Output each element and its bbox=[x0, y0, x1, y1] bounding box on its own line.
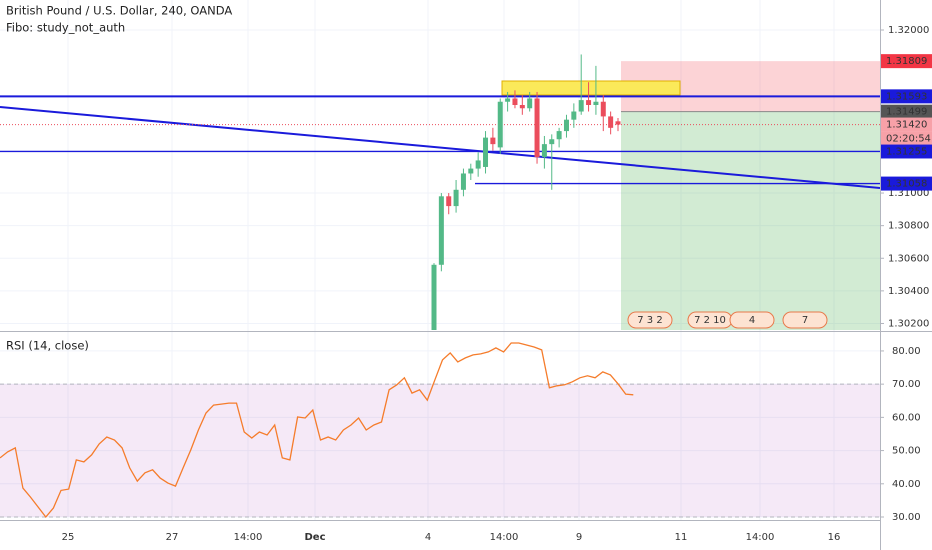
target-zone bbox=[621, 111, 880, 330]
x-tick-label: 14:00 bbox=[234, 532, 263, 543]
rsi-pane bbox=[0, 342, 880, 519]
x-tick-label: 16 bbox=[828, 532, 841, 543]
candle-body bbox=[571, 111, 577, 120]
candle-body bbox=[505, 98, 511, 102]
countdown-box bbox=[881, 131, 932, 145]
candle-body bbox=[541, 144, 547, 158]
y-tick-label: 70.00 bbox=[892, 379, 921, 390]
price-label-box bbox=[881, 176, 932, 191]
countdown: 02:20:54 bbox=[886, 134, 931, 145]
candle-body bbox=[431, 264, 437, 330]
y-tick-label: 1.30600 bbox=[888, 253, 929, 264]
y-tick-label: 1.32000 bbox=[888, 25, 929, 36]
price-label: 1.31420 bbox=[886, 120, 927, 131]
candle-body bbox=[586, 100, 592, 105]
x-tick-label: 27 bbox=[166, 532, 179, 543]
price-label: 1.31499 bbox=[886, 107, 927, 118]
candle-body bbox=[615, 121, 621, 125]
x-tick-label: 9 bbox=[576, 532, 582, 543]
y-tick-label: 30.00 bbox=[892, 512, 921, 523]
candle-body bbox=[527, 98, 533, 109]
candle-body bbox=[600, 101, 606, 117]
event-label: 7 bbox=[802, 315, 808, 326]
price-label: 1.31255 bbox=[886, 146, 927, 157]
candle-body bbox=[453, 189, 459, 207]
candle-body bbox=[556, 131, 562, 140]
price-label: 1.31058 bbox=[886, 179, 927, 190]
price-label-box bbox=[881, 89, 932, 104]
event-badge bbox=[782, 311, 828, 329]
grid bbox=[0, 0, 880, 520]
price-label-box bbox=[881, 117, 932, 132]
price-label-box bbox=[881, 104, 932, 119]
candle-body bbox=[438, 196, 444, 265]
candle-body bbox=[534, 98, 540, 158]
y-tick-label: 40.00 bbox=[892, 479, 921, 490]
event-label: 7 3 2 bbox=[637, 315, 662, 326]
event-label: 7 2 10 bbox=[694, 315, 726, 326]
candle-body bbox=[446, 196, 452, 207]
x-tick-label: 14:00 bbox=[746, 532, 775, 543]
candle-body bbox=[578, 100, 584, 112]
candle-body bbox=[549, 139, 555, 145]
rsi-title: RSI (14, close) bbox=[6, 339, 89, 353]
trend-line bbox=[0, 106, 880, 189]
rsi-line bbox=[0, 342, 634, 519]
price-label: 1.31809 bbox=[886, 56, 927, 67]
event-label: 4 bbox=[749, 315, 755, 326]
candle-body bbox=[497, 101, 503, 148]
x-tick-label: 25 bbox=[62, 532, 75, 543]
candle-body bbox=[483, 137, 489, 167]
x-tick-label: Dec bbox=[304, 532, 325, 543]
candle-body bbox=[519, 105, 525, 109]
price-label: 1.31593 bbox=[886, 91, 927, 102]
y-tick-label: 1.30200 bbox=[888, 318, 929, 329]
highlight-box bbox=[501, 80, 681, 96]
price-label-box bbox=[881, 144, 932, 159]
event-badge bbox=[627, 311, 673, 329]
x-tick-label: 4 bbox=[425, 532, 431, 543]
x-tick-label: 11 bbox=[675, 532, 688, 543]
candle-body bbox=[563, 119, 569, 132]
y-tick-label: 50.00 bbox=[892, 446, 921, 457]
candle-body bbox=[468, 168, 474, 174]
price-label-box bbox=[881, 54, 932, 69]
candle-body bbox=[475, 160, 481, 169]
x-tick-label: 14:00 bbox=[490, 532, 519, 543]
study-label: Fibo: study_not_auth bbox=[6, 21, 125, 35]
y-tick-label: 1.30800 bbox=[888, 221, 929, 232]
candle-body bbox=[460, 173, 466, 190]
y-tick-label: 80.00 bbox=[892, 346, 921, 357]
candle-body bbox=[593, 101, 599, 105]
candle-body bbox=[608, 116, 614, 128]
axes: 25 27 14:00 Dec 4 14:00 9 11 14:00 16 1.32000 1.310… bbox=[62, 25, 932, 543]
chart-title: British Pound / U.S. Dollar, 240, OANDA bbox=[6, 4, 232, 18]
y-tick-label: 60.00 bbox=[892, 412, 921, 423]
y-tick-label: 1.30400 bbox=[888, 286, 929, 297]
rsi-band bbox=[0, 384, 880, 518]
event-badge bbox=[729, 311, 775, 329]
price-pane: 7 3 2 7 2 10 4 7 bbox=[0, 54, 880, 330]
candle-body bbox=[490, 137, 496, 145]
candle-body bbox=[512, 98, 518, 105]
y-tick-label: 1.31000 bbox=[888, 188, 929, 199]
